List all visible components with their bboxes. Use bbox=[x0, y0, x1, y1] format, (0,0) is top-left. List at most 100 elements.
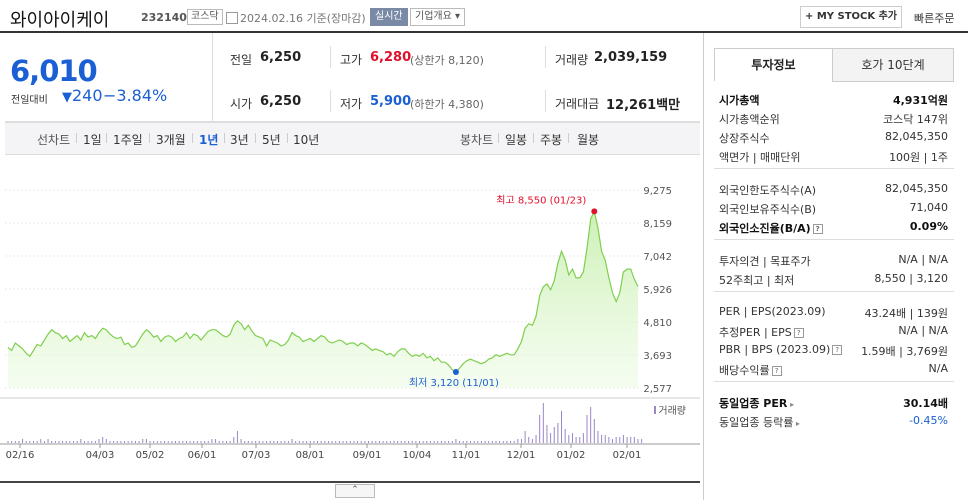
tab-1y[interactable]: 1년 bbox=[199, 133, 219, 147]
tab-1w[interactable]: 1주일 bbox=[113, 133, 143, 147]
tab-orderbook-10[interactable]: 호가 10단계 bbox=[832, 48, 954, 82]
volume-bar bbox=[357, 441, 359, 443]
separator bbox=[287, 133, 288, 143]
tab-daily[interactable]: 일봉 bbox=[505, 133, 528, 147]
volume-bar bbox=[284, 441, 286, 443]
volume-bar bbox=[597, 431, 599, 443]
chevron-right-icon[interactable]: ▸ bbox=[787, 400, 795, 409]
tab-10y[interactable]: 10년 bbox=[293, 133, 320, 147]
volume-bar bbox=[11, 441, 13, 443]
volume-bar bbox=[98, 439, 100, 443]
volume-bar bbox=[247, 441, 249, 443]
volume-bar bbox=[320, 441, 322, 443]
volume-legend: 거래량 bbox=[658, 405, 686, 417]
realtime-button[interactable]: 실시간 bbox=[370, 8, 408, 26]
y-tick-label: 4,810 bbox=[643, 318, 672, 329]
volume-bar bbox=[306, 441, 308, 443]
volume-bar bbox=[429, 441, 431, 443]
volume-bar bbox=[29, 441, 31, 443]
volume-bar bbox=[517, 439, 519, 443]
volume-bar bbox=[364, 441, 366, 443]
tab-1d[interactable]: 1일 bbox=[83, 133, 102, 147]
tab-3y[interactable]: 3년 bbox=[230, 133, 249, 147]
volume-bar bbox=[193, 441, 195, 443]
help-icon[interactable]: ? bbox=[832, 345, 843, 355]
price-change-value: 240 bbox=[72, 86, 103, 105]
volume-bar bbox=[524, 431, 526, 443]
x-tick-label: 02/16 bbox=[6, 450, 35, 461]
divider bbox=[212, 33, 213, 122]
x-tick-label: 01/02 bbox=[557, 450, 586, 461]
volume-bar bbox=[368, 441, 370, 443]
tab-invest-info[interactable]: 투자정보 bbox=[714, 48, 833, 81]
low-value: 5,900 bbox=[370, 94, 412, 109]
volume-bar bbox=[473, 441, 475, 443]
tab-5y[interactable]: 5년 bbox=[262, 133, 281, 147]
tab-3m[interactable]: 3개월 bbox=[156, 133, 186, 147]
volume-bar bbox=[105, 439, 107, 443]
volume-bar bbox=[142, 439, 144, 443]
volume-bar bbox=[116, 441, 118, 443]
corp-info-dropdown[interactable]: 기업개요 ▾ bbox=[410, 8, 466, 26]
volume-bar bbox=[444, 441, 446, 443]
section-divider bbox=[714, 381, 954, 382]
volume-bar bbox=[65, 441, 67, 443]
info-row-label: 외국인소진율(B/A)? bbox=[719, 220, 823, 236]
volume-bar bbox=[258, 441, 260, 443]
info-row-label: 추정PER | EPS? bbox=[719, 324, 804, 340]
help-icon[interactable]: ? bbox=[771, 366, 782, 376]
volume-bar bbox=[426, 441, 428, 443]
help-icon[interactable]: ? bbox=[793, 328, 804, 338]
tab-monthly[interactable]: 월봉 bbox=[577, 133, 600, 147]
help-icon[interactable]: ? bbox=[812, 224, 823, 234]
high-value: 6,280 bbox=[370, 50, 412, 65]
volume-bar bbox=[404, 441, 406, 443]
y-tick-label: 3,693 bbox=[643, 351, 672, 362]
y-tick-label: 8,159 bbox=[643, 219, 672, 230]
x-tick-label: 02/01 bbox=[613, 450, 642, 461]
volume-bar bbox=[22, 439, 24, 443]
x-tick-label: 08/01 bbox=[296, 450, 325, 461]
add-mystock-button[interactable]: + MY STOCK 추가 bbox=[800, 6, 902, 28]
x-tick-label: 11/01 bbox=[452, 450, 481, 461]
high-point-marker bbox=[591, 208, 598, 215]
volume-bar bbox=[542, 403, 544, 443]
info-row-label: 동일업종 등락률 ▸ bbox=[719, 416, 800, 429]
volume-bar bbox=[528, 437, 530, 443]
volume-bar bbox=[58, 441, 60, 443]
volume-bar bbox=[215, 439, 217, 443]
info-row-label: 52주최고 | 최저 bbox=[719, 274, 795, 287]
section-divider bbox=[714, 291, 954, 292]
volume-bar bbox=[167, 441, 169, 443]
info-row-value: 43.24배 | 139원 bbox=[864, 307, 948, 320]
volume-bar bbox=[149, 441, 151, 443]
tab-weekly[interactable]: 주봉 bbox=[540, 133, 563, 147]
volume-bar bbox=[586, 415, 588, 443]
lower-limit: (하한가 4,380) bbox=[410, 98, 484, 111]
collapse-chart-button[interactable]: ⌃ bbox=[335, 484, 375, 498]
volume-bar bbox=[419, 441, 421, 443]
volume-bar bbox=[531, 439, 533, 443]
volume-bar bbox=[513, 441, 515, 443]
volume-bar bbox=[51, 441, 53, 443]
quick-order-link[interactable]: 빠른주문 bbox=[914, 12, 955, 25]
chevron-down-icon: ▾ bbox=[455, 11, 461, 22]
volume-bar bbox=[506, 441, 508, 443]
chevron-right-icon[interactable]: ▸ bbox=[793, 419, 800, 428]
volume-bar bbox=[87, 441, 89, 443]
volume-bar bbox=[575, 437, 577, 443]
info-row-label: 외국인보유주식수(B) bbox=[719, 203, 817, 216]
separator bbox=[255, 133, 256, 143]
volume-bar bbox=[204, 441, 206, 443]
price-line bbox=[7, 209, 639, 373]
volume-bar bbox=[164, 441, 166, 443]
volume-bar bbox=[349, 441, 351, 443]
volume-bar bbox=[47, 439, 49, 443]
volume-bar bbox=[269, 441, 271, 443]
volume-bar bbox=[338, 441, 340, 443]
volume-bar bbox=[342, 441, 344, 443]
price-chart[interactable]: 9,275 8,159 7,042 5,926 4,810 3,693 2,577 최고 8,… bbox=[0, 154, 700, 494]
volume-bar bbox=[73, 441, 75, 443]
volume-bar bbox=[273, 441, 275, 443]
volume-bar bbox=[91, 441, 93, 443]
